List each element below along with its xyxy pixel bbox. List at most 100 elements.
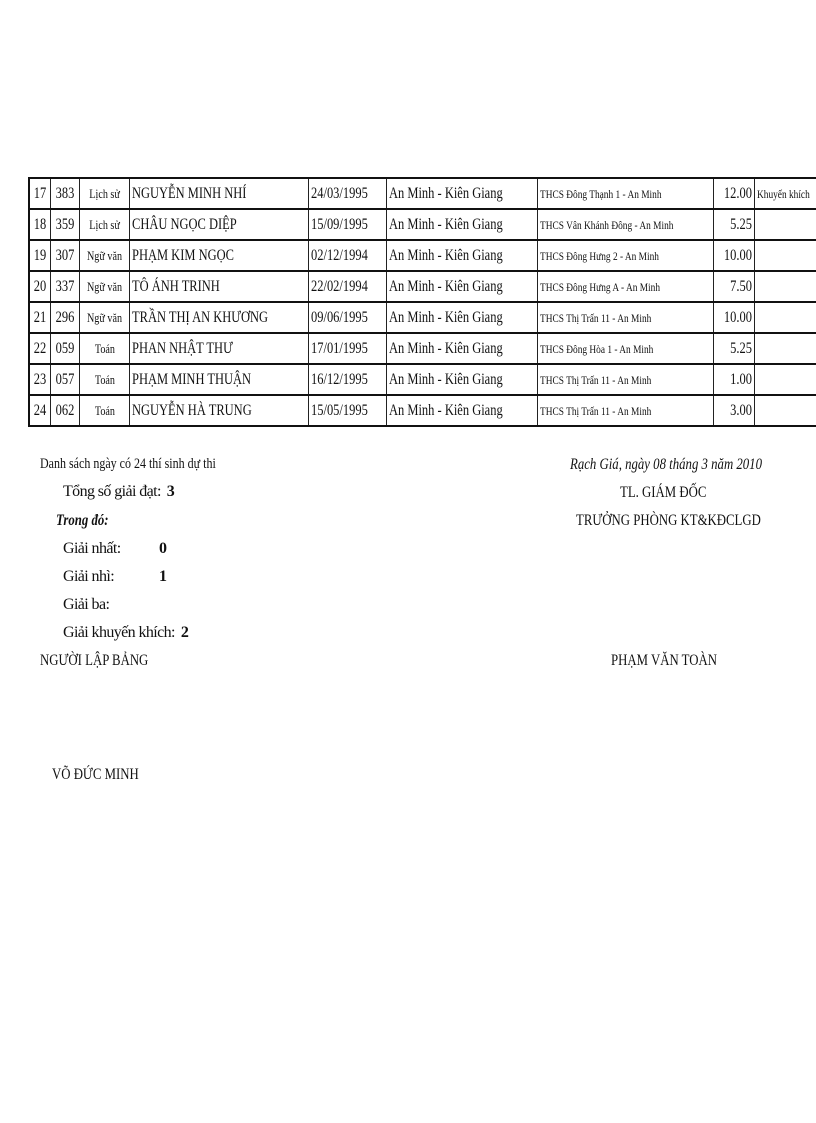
prize-cell [754, 363, 816, 396]
subject: Ngữ văn [86, 309, 123, 325]
candidate-number-cell: 062 [50, 394, 80, 427]
birthplace: An Minh - Kiên Giang [389, 215, 503, 233]
subject-cell: Toán [79, 394, 130, 427]
school-cell: THCS Thị Trấn 11 - An Minh [536, 301, 715, 334]
date-of-birth-cell: 16/12/1995 [308, 363, 388, 396]
results-table: 17 383 Lịch sử NGUYỄN MINH NHÍ 24/03/1995 An … [28, 177, 816, 427]
subject-cell: Ngữ văn [79, 301, 130, 334]
birthplace-cell: An Minh - Kiên Giang [386, 177, 538, 210]
score-cell: 10.00 [713, 301, 756, 334]
student-name: NGUYỄN MINH NHÍ [131, 184, 247, 202]
candidate-number-cell: 296 [50, 301, 80, 334]
date-of-birth-cell: 15/09/1995 [308, 208, 388, 241]
table-row: 20 337 Ngữ văn TÔ ÁNH TRINH 22/02/1994 An Min… [28, 270, 816, 303]
date-of-birth-cell: 02/12/1994 [308, 239, 388, 272]
date-of-birth: 02/12/1994 [311, 246, 369, 264]
candidate-number-cell: 359 [50, 208, 80, 241]
encourage-prize-value: 2 [180, 624, 189, 641]
score-cell: 1.00 [713, 363, 756, 396]
subject: Ngữ văn [86, 247, 123, 263]
school: THCS Đông Hòa 1 - An Minh [539, 341, 654, 356]
date-of-birth-cell: 22/02/1994 [308, 270, 388, 303]
birthplace-cell: An Minh - Kiên Giang [386, 332, 538, 365]
school-cell: THCS Đông Hưng A - An Minh [536, 270, 715, 303]
date-of-birth-cell: 09/06/1995 [308, 301, 388, 334]
score: 7.50 [730, 277, 753, 295]
candidate-number: 057 [55, 370, 75, 388]
school-cell: THCS Thị Trấn 11 - An Minh [536, 394, 715, 427]
score: 1.00 [730, 370, 753, 388]
table-row: 24 062 Toán NGUYỄN HÀ TRUNG 15/05/1995 An Min… [28, 394, 816, 427]
prize: Khuyến khích [757, 186, 810, 201]
school: THCS Thị Trấn 11 - An Minh [539, 403, 652, 418]
date-of-birth: 17/01/1995 [311, 339, 369, 357]
total-label: Tổng số giải đạt: [63, 483, 161, 500]
candidate-number-cell: 307 [50, 239, 80, 272]
row-number: 24 [33, 401, 47, 419]
candidate-number: 307 [55, 246, 75, 264]
birthplace-cell: An Minh - Kiên Giang [386, 239, 538, 272]
date-of-birth-cell: 17/01/1995 [308, 332, 388, 365]
table-row: 23 057 Toán PHẠM MINH THUẬN 16/12/1995 An Min… [28, 363, 816, 396]
date-of-birth: 16/12/1995 [311, 370, 369, 388]
score: 10.00 [724, 246, 753, 264]
school-cell: THCS Đông Hưng 2 - An Minh [536, 239, 715, 272]
student-name-cell: PHAN NHẬT THƯ [128, 332, 310, 365]
row-number: 23 [33, 370, 47, 388]
candidate-number: 296 [55, 308, 75, 326]
birthplace-cell: An Minh - Kiên Giang [386, 208, 538, 241]
birthplace: An Minh - Kiên Giang [389, 370, 503, 388]
score-cell: 3.00 [713, 394, 756, 427]
date-of-birth: 22/02/1994 [311, 277, 369, 295]
date-of-birth: 15/09/1995 [311, 215, 369, 233]
row-number: 21 [33, 308, 47, 326]
prize-cell [754, 394, 816, 427]
signer-name: PHẠM VĂN TOÀN [611, 652, 717, 669]
score: 5.25 [730, 339, 753, 357]
encourage-prize-line: Giải khuyến khích: 2 [63, 624, 189, 642]
student-name: TRẦN THỊ AN KHƯƠNG [131, 308, 268, 326]
student-name-cell: PHẠM KIM NGỌC [128, 239, 310, 272]
subject-cell: Toán [79, 332, 130, 365]
student-name: PHAN NHẬT THƯ [131, 339, 233, 357]
candidate-number: 383 [55, 184, 75, 202]
table-row: 18 359 Lịch sử CHÂU NGỌC DIỆP 15/09/1995 An M… [28, 208, 816, 241]
candidate-number: 337 [55, 277, 75, 295]
prize-cell [754, 301, 816, 334]
candidate-number: 359 [55, 215, 75, 233]
student-name: CHÂU NGỌC DIỆP [131, 215, 237, 233]
prize-cell [754, 208, 816, 241]
table-row: 17 383 Lịch sử NGUYỄN MINH NHÍ 24/03/1995 An … [28, 177, 816, 210]
student-name: PHẠM MINH THUẬN [131, 370, 252, 388]
student-name-cell: PHẠM MINH THUẬN [128, 363, 310, 396]
birthplace-cell: An Minh - Kiên Giang [386, 363, 538, 396]
school: THCS Vân Khánh Đông - An Minh [539, 217, 674, 232]
date-of-birth: 09/06/1995 [311, 308, 369, 326]
subject-cell: Toán [79, 363, 130, 396]
birthplace-cell: An Minh - Kiên Giang [386, 270, 538, 303]
candidate-number: 059 [55, 339, 75, 357]
birthplace: An Minh - Kiên Giang [389, 339, 503, 357]
signer-title-2: TRƯỞNG PHÒNG KT&KĐCLGD [576, 512, 761, 529]
row-number: 19 [33, 246, 47, 264]
prize-cell [754, 332, 816, 365]
subject: Toán [94, 371, 115, 387]
candidate-number-cell: 057 [50, 363, 80, 396]
student-name-cell: CHÂU NGỌC DIỆP [128, 208, 310, 241]
first-prize-line: Giải nhất: 0 [63, 540, 167, 558]
student-name: PHẠM KIM NGỌC [131, 246, 234, 264]
prize-cell [754, 270, 816, 303]
score: 5.25 [730, 215, 753, 233]
score: 12.00 [724, 184, 753, 202]
birthplace-cell: An Minh - Kiên Giang [386, 301, 538, 334]
row-number-cell: 21 [28, 301, 51, 334]
row-number-cell: 22 [28, 332, 51, 365]
school-cell: THCS Đông Thạnh 1 - An Minh [536, 177, 715, 210]
date-of-birth-cell: 15/05/1995 [308, 394, 388, 427]
row-number: 20 [33, 277, 47, 295]
row-number-cell: 20 [28, 270, 51, 303]
subject: Lịch sử [89, 216, 120, 232]
encourage-prize-label: Giải khuyến khích: [63, 624, 175, 641]
second-prize-label: Giải nhì: [63, 568, 115, 585]
school: THCS Đông Hưng A - An Minh [539, 279, 660, 294]
